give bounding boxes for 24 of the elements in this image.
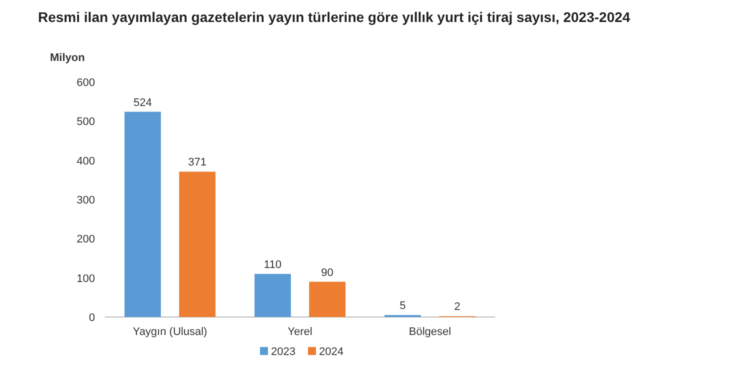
y-tick-label: 400 [76,155,95,168]
y-tick-label: 200 [76,234,95,246]
data-label: 90 [321,266,334,279]
y-tick-label: 500 [76,116,95,128]
y-tick-label: 0 [88,312,95,324]
data-label: 524 [134,96,152,109]
data-label: 5 [400,300,406,312]
data-label: 2 [454,301,460,314]
y-axis-title: Milyon [50,52,86,64]
bar [124,112,161,317]
y-tick-label: 300 [76,194,95,206]
data-label: 371 [188,156,206,169]
bar [309,282,346,317]
x-tick-label: Bölgesel [408,326,452,338]
chart-title: Resmi ilan yayımlayan gazetelerin yayın türlerine göre yıllık yurt içi tiraj sayısı, 2023-2024 [38,9,630,25]
legend-label: 2023 [271,346,296,358]
y-tick-label: 600 [76,77,95,89]
bar [179,172,216,317]
legend-label: 2024 [319,346,344,358]
data-label: 110 [264,258,282,271]
x-tick-label: Yerel [288,326,312,338]
bar [254,274,291,317]
y-tick-label: 100 [76,272,95,285]
x-tick-label: Yaygın (Ulusal) [132,326,208,338]
